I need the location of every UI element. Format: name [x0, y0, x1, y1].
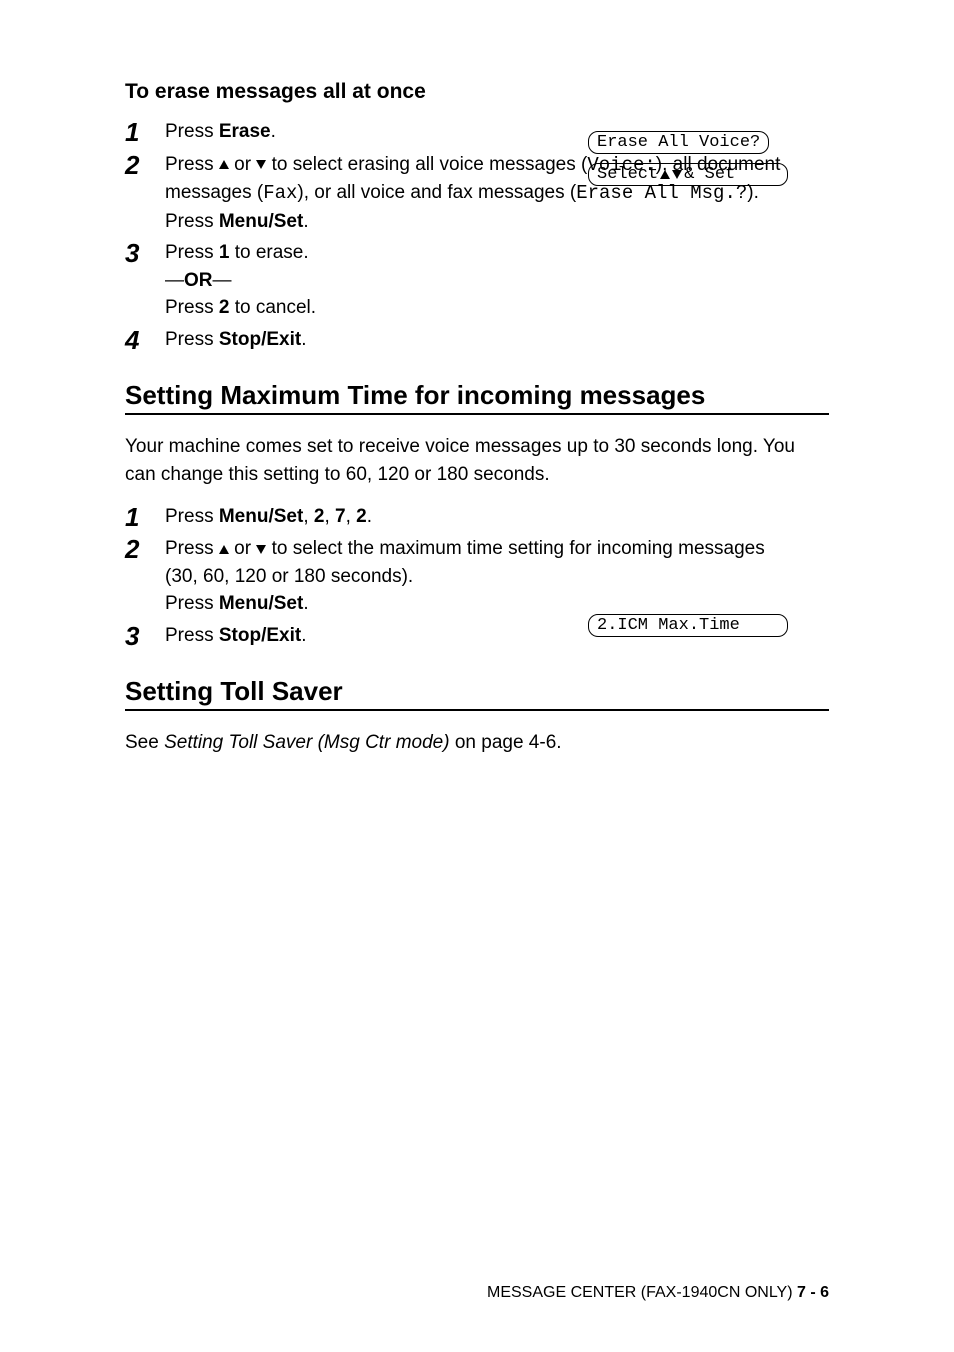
step-number: 2 [125, 151, 165, 180]
step-item: 1 Press Menu/Set, 2, 7, 2. [125, 503, 829, 532]
triangle-up-icon [660, 170, 670, 179]
text: Press [165, 242, 219, 263]
text: ), or all voice and fax messages ( [297, 182, 576, 203]
section-rule [125, 709, 829, 711]
text: — [165, 270, 184, 291]
text-bold: 1 [219, 242, 230, 263]
text: , [346, 506, 357, 527]
body-text-toll-saver: See Setting Toll Saver (Msg Ctr mode) on… [125, 729, 829, 757]
section-title-max-time: Setting Maximum Time for incoming messag… [125, 380, 829, 411]
footer-page: 7 - 6 [797, 1284, 829, 1301]
text: Press [165, 121, 219, 142]
text: to erase. [229, 242, 308, 263]
page-footer: MESSAGE CENTER (FAX-1940CN ONLY) 7 - 6 [487, 1284, 829, 1302]
footer-text: MESSAGE CENTER (FAX-1940CN ONLY) [487, 1284, 797, 1301]
text: to select erasing all voice messages ( [266, 154, 587, 175]
triangle-down-icon [256, 160, 266, 169]
text-bold: OR [184, 270, 213, 291]
triangle-up-icon [219, 160, 229, 169]
text-bold: 2 [314, 506, 325, 527]
text: Press [165, 538, 219, 559]
text-bold: Menu/Set [219, 211, 303, 232]
step-body: Press Menu/Set, 2, 7, 2. [165, 503, 829, 531]
lcd-text-prefix: Select [597, 165, 658, 184]
section-title-toll-saver: Setting Toll Saver [125, 676, 829, 707]
step-number: 3 [125, 239, 165, 268]
step-item: 2 Press or to select the maximum time se… [125, 535, 829, 618]
text: . [271, 121, 276, 142]
text: . [303, 211, 308, 232]
text-bold: Stop/Exit [219, 625, 301, 646]
step-item: 4 Press Stop/Exit. [125, 326, 829, 355]
text-bold: Menu/Set [219, 506, 303, 527]
step-number: 1 [125, 118, 165, 147]
text: See [125, 732, 164, 753]
text: . [301, 329, 306, 350]
triangle-down-icon [256, 545, 266, 554]
step-body: Press Stop/Exit. [165, 326, 829, 354]
triangle-up-icon [219, 545, 229, 554]
text: . [367, 506, 372, 527]
text: Press [165, 297, 219, 318]
subheading-erase-all: To erase messages all at once [125, 80, 829, 104]
section-rule [125, 413, 829, 415]
body-text-max-time: Your machine comes set to receive voice … [125, 433, 829, 488]
lcd-text-suffix: & Set [684, 165, 735, 184]
lcd-text: Erase All Voice? [597, 133, 760, 152]
text: , [324, 506, 335, 527]
text: Press [165, 329, 219, 350]
text: on page 4-6. [450, 732, 562, 753]
text: , [303, 506, 314, 527]
text-bold: Erase [219, 121, 271, 142]
text: Press [165, 211, 219, 232]
text-mono: Fax [263, 182, 297, 204]
text-bold: 2 [219, 297, 230, 318]
step-number: 4 [125, 326, 165, 355]
text-italic: Setting Toll Saver (Msg Ctr mode) [164, 732, 449, 753]
text-bold: Stop/Exit [219, 329, 301, 350]
step-item: 3 Press 1 to erase. —OR— Press 2 to canc… [125, 239, 829, 322]
step-number: 2 [125, 535, 165, 564]
text: Press [165, 154, 219, 175]
text: Press [165, 625, 219, 646]
text: Press [165, 593, 219, 614]
lcd-display-select-set: Select & Set [588, 163, 788, 186]
text: or [229, 154, 256, 175]
lcd-display-icm-max: 2.ICM Max.Time [588, 614, 788, 637]
text: . [303, 593, 308, 614]
step-body: Press or to select the maximum time sett… [165, 535, 785, 618]
text-bold: Menu/Set [219, 593, 303, 614]
text: — [213, 270, 232, 291]
text: or [229, 538, 256, 559]
lcd-display-erase-voice: Erase All Voice? [588, 131, 769, 154]
triangle-down-icon [672, 170, 682, 179]
step-number: 1 [125, 503, 165, 532]
text-bold: 2 [356, 506, 367, 527]
step-body: Press 1 to erase. —OR— Press 2 to cancel… [165, 239, 829, 322]
step-number: 3 [125, 622, 165, 651]
text: . [301, 625, 306, 646]
text-bold: 7 [335, 506, 346, 527]
text: Press [165, 506, 219, 527]
lcd-text: 2.ICM Max.Time [597, 616, 740, 635]
text: to cancel. [229, 297, 316, 318]
